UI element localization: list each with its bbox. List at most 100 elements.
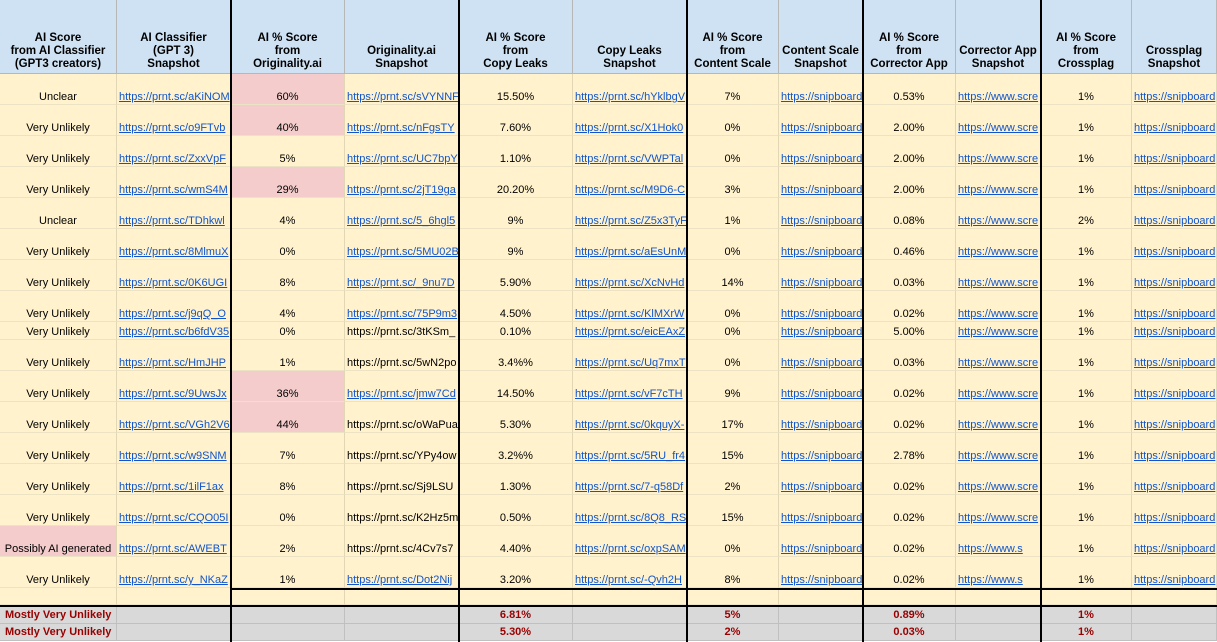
snapshot-link[interactable]: https://snipboard — [781, 419, 863, 431]
summary-copyleaks-snapshot[interactable] — [573, 624, 687, 641]
empty-cell[interactable] — [573, 588, 687, 605]
snapshot-link[interactable]: https://snipboard — [1134, 246, 1216, 258]
cell-copyleaks-score[interactable]: 1.30% — [459, 464, 573, 495]
snapshot-link[interactable]: https://www.scre — [958, 215, 1039, 227]
summary-originality-score[interactable] — [231, 607, 345, 624]
cell-ai-classifier-score[interactable]: Very Unlikely — [0, 136, 117, 167]
cell-copyleaks-snapshot[interactable]: https://prnt.sc/XcNvHd — [573, 260, 687, 291]
snapshot-link[interactable]: https://prnt.sc/VGh2V6 — [119, 419, 230, 431]
cell-originality-snapshot[interactable]: https://prnt.sc/5_6hgl5 — [345, 198, 459, 229]
snapshot-link[interactable]: https://prnt.sc/vF7cTH — [575, 388, 683, 400]
summary-corrector-score[interactable]: 0.89% — [863, 607, 956, 624]
snapshot-link[interactable]: https://snipboard — [781, 450, 863, 462]
snapshot-link[interactable]: https://snipboard — [1134, 91, 1216, 103]
cell-contentscale-score[interactable]: 15% — [687, 495, 779, 526]
cell-copyleaks-snapshot[interactable]: https://prnt.sc/vF7cTH — [573, 371, 687, 402]
snapshot-link[interactable]: https://prnt.sc/75P9m3 — [347, 308, 458, 320]
cell-copyleaks-snapshot[interactable]: https://prnt.sc/hYklbgV — [573, 74, 687, 105]
cell-crossplag-snapshot[interactable]: https://snipboard — [1132, 371, 1217, 402]
cell-ai-classifier-snapshot[interactable]: https://prnt.sc/ZxxVpF — [117, 136, 231, 167]
snapshot-link[interactable]: https://prnt.sc/XcNvHd — [575, 277, 685, 289]
cell-originality-snapshot[interactable]: https://prnt.sc/oWaPua — [345, 402, 459, 433]
snapshot-link[interactable]: https://prnt.sc/Uq7mxT — [575, 357, 686, 369]
snapshot-link[interactable]: https://snipboard — [781, 574, 863, 586]
cell-contentscale-snapshot[interactable]: https://snipboard — [779, 557, 863, 588]
summary-corrector-score[interactable]: 0.03% — [863, 624, 956, 641]
snapshot-link[interactable]: https://prnt.sc/jmw7Cd — [347, 388, 456, 400]
cell-originality-score[interactable]: 8% — [231, 464, 345, 495]
column-header-corrector-score[interactable]: AI % Score from Corrector App — [863, 0, 956, 74]
snapshot-link[interactable]: https://snipboard — [1134, 574, 1216, 586]
cell-originality-snapshot[interactable]: https://prnt.sc/4Cv7s7 — [345, 526, 459, 557]
cell-corrector-snapshot[interactable]: https://www.scre — [956, 260, 1041, 291]
snapshot-link[interactable]: https://www.scre — [958, 153, 1039, 165]
cell-crossplag-score[interactable]: 2% — [1041, 198, 1132, 229]
snapshot-link[interactable]: https://prnt.sc/CQO05I — [119, 512, 229, 524]
cell-ai-classifier-score[interactable]: Very Unlikely — [0, 105, 117, 136]
cell-originality-snapshot[interactable]: https://prnt.sc/jmw7Cd — [345, 371, 459, 402]
snapshot-link[interactable]: https://snipboard — [1134, 388, 1216, 400]
snapshot-link[interactable]: https://prnt.sc/4Cv7s7 — [347, 543, 454, 555]
cell-contentscale-score[interactable]: 0% — [687, 322, 779, 340]
snapshot-link[interactable]: https://www.scre — [958, 326, 1039, 338]
cell-copyleaks-score[interactable]: 5.90% — [459, 260, 573, 291]
summary-originality-snapshot[interactable] — [345, 607, 459, 624]
snapshot-link[interactable]: https://prnt.sc/aKiNOM — [119, 91, 230, 103]
cell-crossplag-score[interactable]: 1% — [1041, 136, 1132, 167]
snapshot-link[interactable]: https://prnt.sc/o9FTvb — [119, 122, 226, 134]
cell-ai-classifier-snapshot[interactable]: https://prnt.sc/0K6UGI — [117, 260, 231, 291]
cell-crossplag-snapshot[interactable]: https://snipboard — [1132, 557, 1217, 588]
cell-contentscale-score[interactable]: 1% — [687, 198, 779, 229]
snapshot-link[interactable]: https://snipboard — [1134, 357, 1216, 369]
snapshot-link[interactable]: https://prnt.sc/hYklbgV — [575, 91, 686, 103]
column-header-copyleaks-score[interactable]: AI % Score from Copy Leaks — [459, 0, 573, 74]
cell-copyleaks-score[interactable]: 15.50% — [459, 74, 573, 105]
snapshot-link[interactable]: https://prnt.sc/5wN2po — [347, 357, 457, 369]
cell-corrector-snapshot[interactable]: https://www.scre — [956, 198, 1041, 229]
cell-originality-snapshot[interactable]: https://prnt.sc/75P9m3 — [345, 291, 459, 322]
cell-ai-classifier-snapshot[interactable]: https://prnt.sc/o9FTvb — [117, 105, 231, 136]
cell-corrector-snapshot[interactable]: https://www.scre — [956, 74, 1041, 105]
snapshot-link[interactable]: https://prnt.sc/Z5x3TyF — [575, 215, 687, 227]
summary-ai-classifier-snapshot[interactable] — [117, 607, 231, 624]
cell-ai-classifier-score[interactable]: Very Unlikely — [0, 464, 117, 495]
cell-contentscale-snapshot[interactable]: https://snipboard — [779, 105, 863, 136]
cell-copyleaks-snapshot[interactable]: https://prnt.sc/X1Hok0 — [573, 105, 687, 136]
snapshot-link[interactable]: https://www.scre — [958, 450, 1039, 462]
cell-originality-score[interactable]: 1% — [231, 557, 345, 588]
empty-cell[interactable] — [1132, 588, 1217, 605]
cell-contentscale-score[interactable]: 15% — [687, 433, 779, 464]
summary-contentscale-snapshot[interactable] — [779, 624, 863, 641]
cell-corrector-score[interactable]: 0.02% — [863, 526, 956, 557]
cell-corrector-snapshot[interactable]: https://www.scre — [956, 322, 1041, 340]
snapshot-link[interactable]: https://snipboard — [781, 481, 863, 493]
cell-ai-classifier-snapshot[interactable]: https://prnt.sc/y_NKaZ — [117, 557, 231, 588]
snapshot-link[interactable]: https://prnt.sc/wmS4M — [119, 184, 228, 196]
snapshot-link[interactable]: https://snipboard — [1134, 419, 1216, 431]
cell-contentscale-score[interactable]: 17% — [687, 402, 779, 433]
cell-crossplag-score[interactable]: 1% — [1041, 557, 1132, 588]
cell-contentscale-snapshot[interactable]: https://snipboard — [779, 136, 863, 167]
cell-crossplag-score[interactable]: 1% — [1041, 371, 1132, 402]
snapshot-link[interactable]: https://prnt.sc/7-q58Df — [575, 481, 684, 493]
snapshot-link[interactable]: https://prnt.sc/TDhkwl — [119, 215, 225, 227]
cell-crossplag-snapshot[interactable]: https://snipboard — [1132, 74, 1217, 105]
cell-contentscale-snapshot[interactable]: https://snipboard — [779, 464, 863, 495]
summary-originality-snapshot[interactable] — [345, 624, 459, 641]
cell-contentscale-score[interactable]: 7% — [687, 74, 779, 105]
snapshot-link[interactable]: https://www.scre — [958, 512, 1039, 524]
snapshot-link[interactable]: https://prnt.sc/Dot2Nij — [347, 574, 453, 586]
snapshot-link[interactable]: https://snipboard — [1134, 308, 1216, 320]
cell-originality-score[interactable]: 40% — [231, 105, 345, 136]
snapshot-link[interactable]: https://prnt.sc/nFgsTY — [347, 122, 455, 134]
cell-corrector-score[interactable]: 0.02% — [863, 495, 956, 526]
cell-copyleaks-snapshot[interactable]: https://prnt.sc/5RU_fr4 — [573, 433, 687, 464]
snapshot-link[interactable]: https://snipboard — [781, 122, 863, 134]
snapshot-link[interactable]: https://snipboard — [1134, 481, 1216, 493]
cell-ai-classifier-score[interactable]: Very Unlikely — [0, 557, 117, 588]
cell-ai-classifier-snapshot[interactable]: https://prnt.sc/aKiNOM — [117, 74, 231, 105]
cell-ai-classifier-snapshot[interactable]: https://prnt.sc/AWEBT — [117, 526, 231, 557]
snapshot-link[interactable]: https://prnt.sc/HmJHP — [119, 357, 226, 369]
snapshot-link[interactable]: https://www.scre — [958, 419, 1039, 431]
empty-cell[interactable] — [779, 588, 863, 605]
